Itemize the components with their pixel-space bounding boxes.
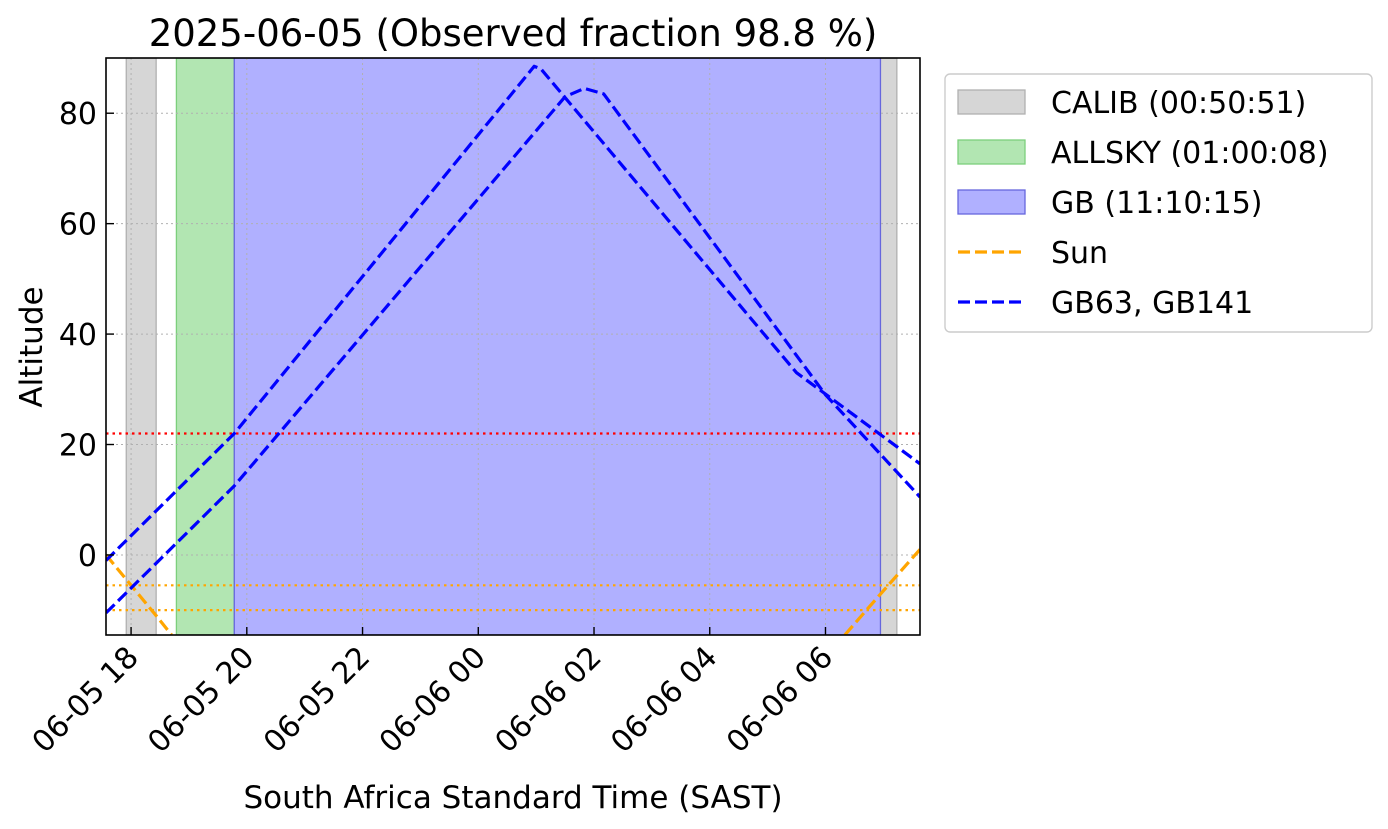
chart-title: 2025-06-05 (Observed fraction 98.8 %) bbox=[149, 12, 878, 55]
y-tick-label-1: 20 bbox=[59, 429, 97, 464]
x-tick-label-6: 06-06 06 bbox=[720, 640, 840, 760]
legend-swatch-1 bbox=[957, 139, 1026, 165]
y-tick-label-3: 60 bbox=[59, 208, 97, 243]
plot-frame bbox=[105, 57, 921, 636]
series-1-curve-1 bbox=[106, 86, 920, 615]
series-0-curve-1 bbox=[843, 548, 920, 635]
x-tick-label-2: 06-05 22 bbox=[257, 640, 377, 760]
legend-label-2: GB (11:10:15) bbox=[1051, 186, 1263, 221]
series-0-curve-0 bbox=[106, 553, 173, 635]
legend: CALIB (00:50:51) ALLSKY (01:00:08) GB (11:… bbox=[944, 73, 1373, 333]
legend-label-3: Sun bbox=[1051, 236, 1108, 271]
y-tick-label-2: 40 bbox=[59, 318, 97, 353]
x-axis-label: South Africa Standard Time (SAST) bbox=[243, 780, 782, 816]
span-0-1 bbox=[877, 58, 898, 635]
x-tick-label-1: 06-05 20 bbox=[141, 640, 261, 760]
legend-label-0: CALIB (00:50:51) bbox=[1051, 86, 1306, 121]
x-tick-label-5: 06-06 04 bbox=[604, 640, 724, 760]
span-2-0 bbox=[233, 58, 882, 635]
legend-swatch-0 bbox=[957, 89, 1026, 115]
span-1-0 bbox=[175, 58, 235, 635]
y-axis-label: Altitude bbox=[14, 286, 50, 407]
y-tick-label-4: 80 bbox=[59, 97, 97, 132]
x-tick-label-4: 06-06 02 bbox=[489, 640, 609, 760]
x-tick-label-3: 06-06 00 bbox=[373, 640, 493, 760]
legend-label-4: GB63, GB141 bbox=[1051, 286, 1253, 321]
legend-frame bbox=[944, 73, 1373, 333]
legend-swatch-2 bbox=[957, 189, 1026, 215]
x-tick-label-0: 06-05 18 bbox=[26, 640, 146, 760]
y-tick-label-0: 0 bbox=[78, 539, 97, 574]
legend-label-1: ALLSKY (01:00:08) bbox=[1051, 136, 1329, 171]
